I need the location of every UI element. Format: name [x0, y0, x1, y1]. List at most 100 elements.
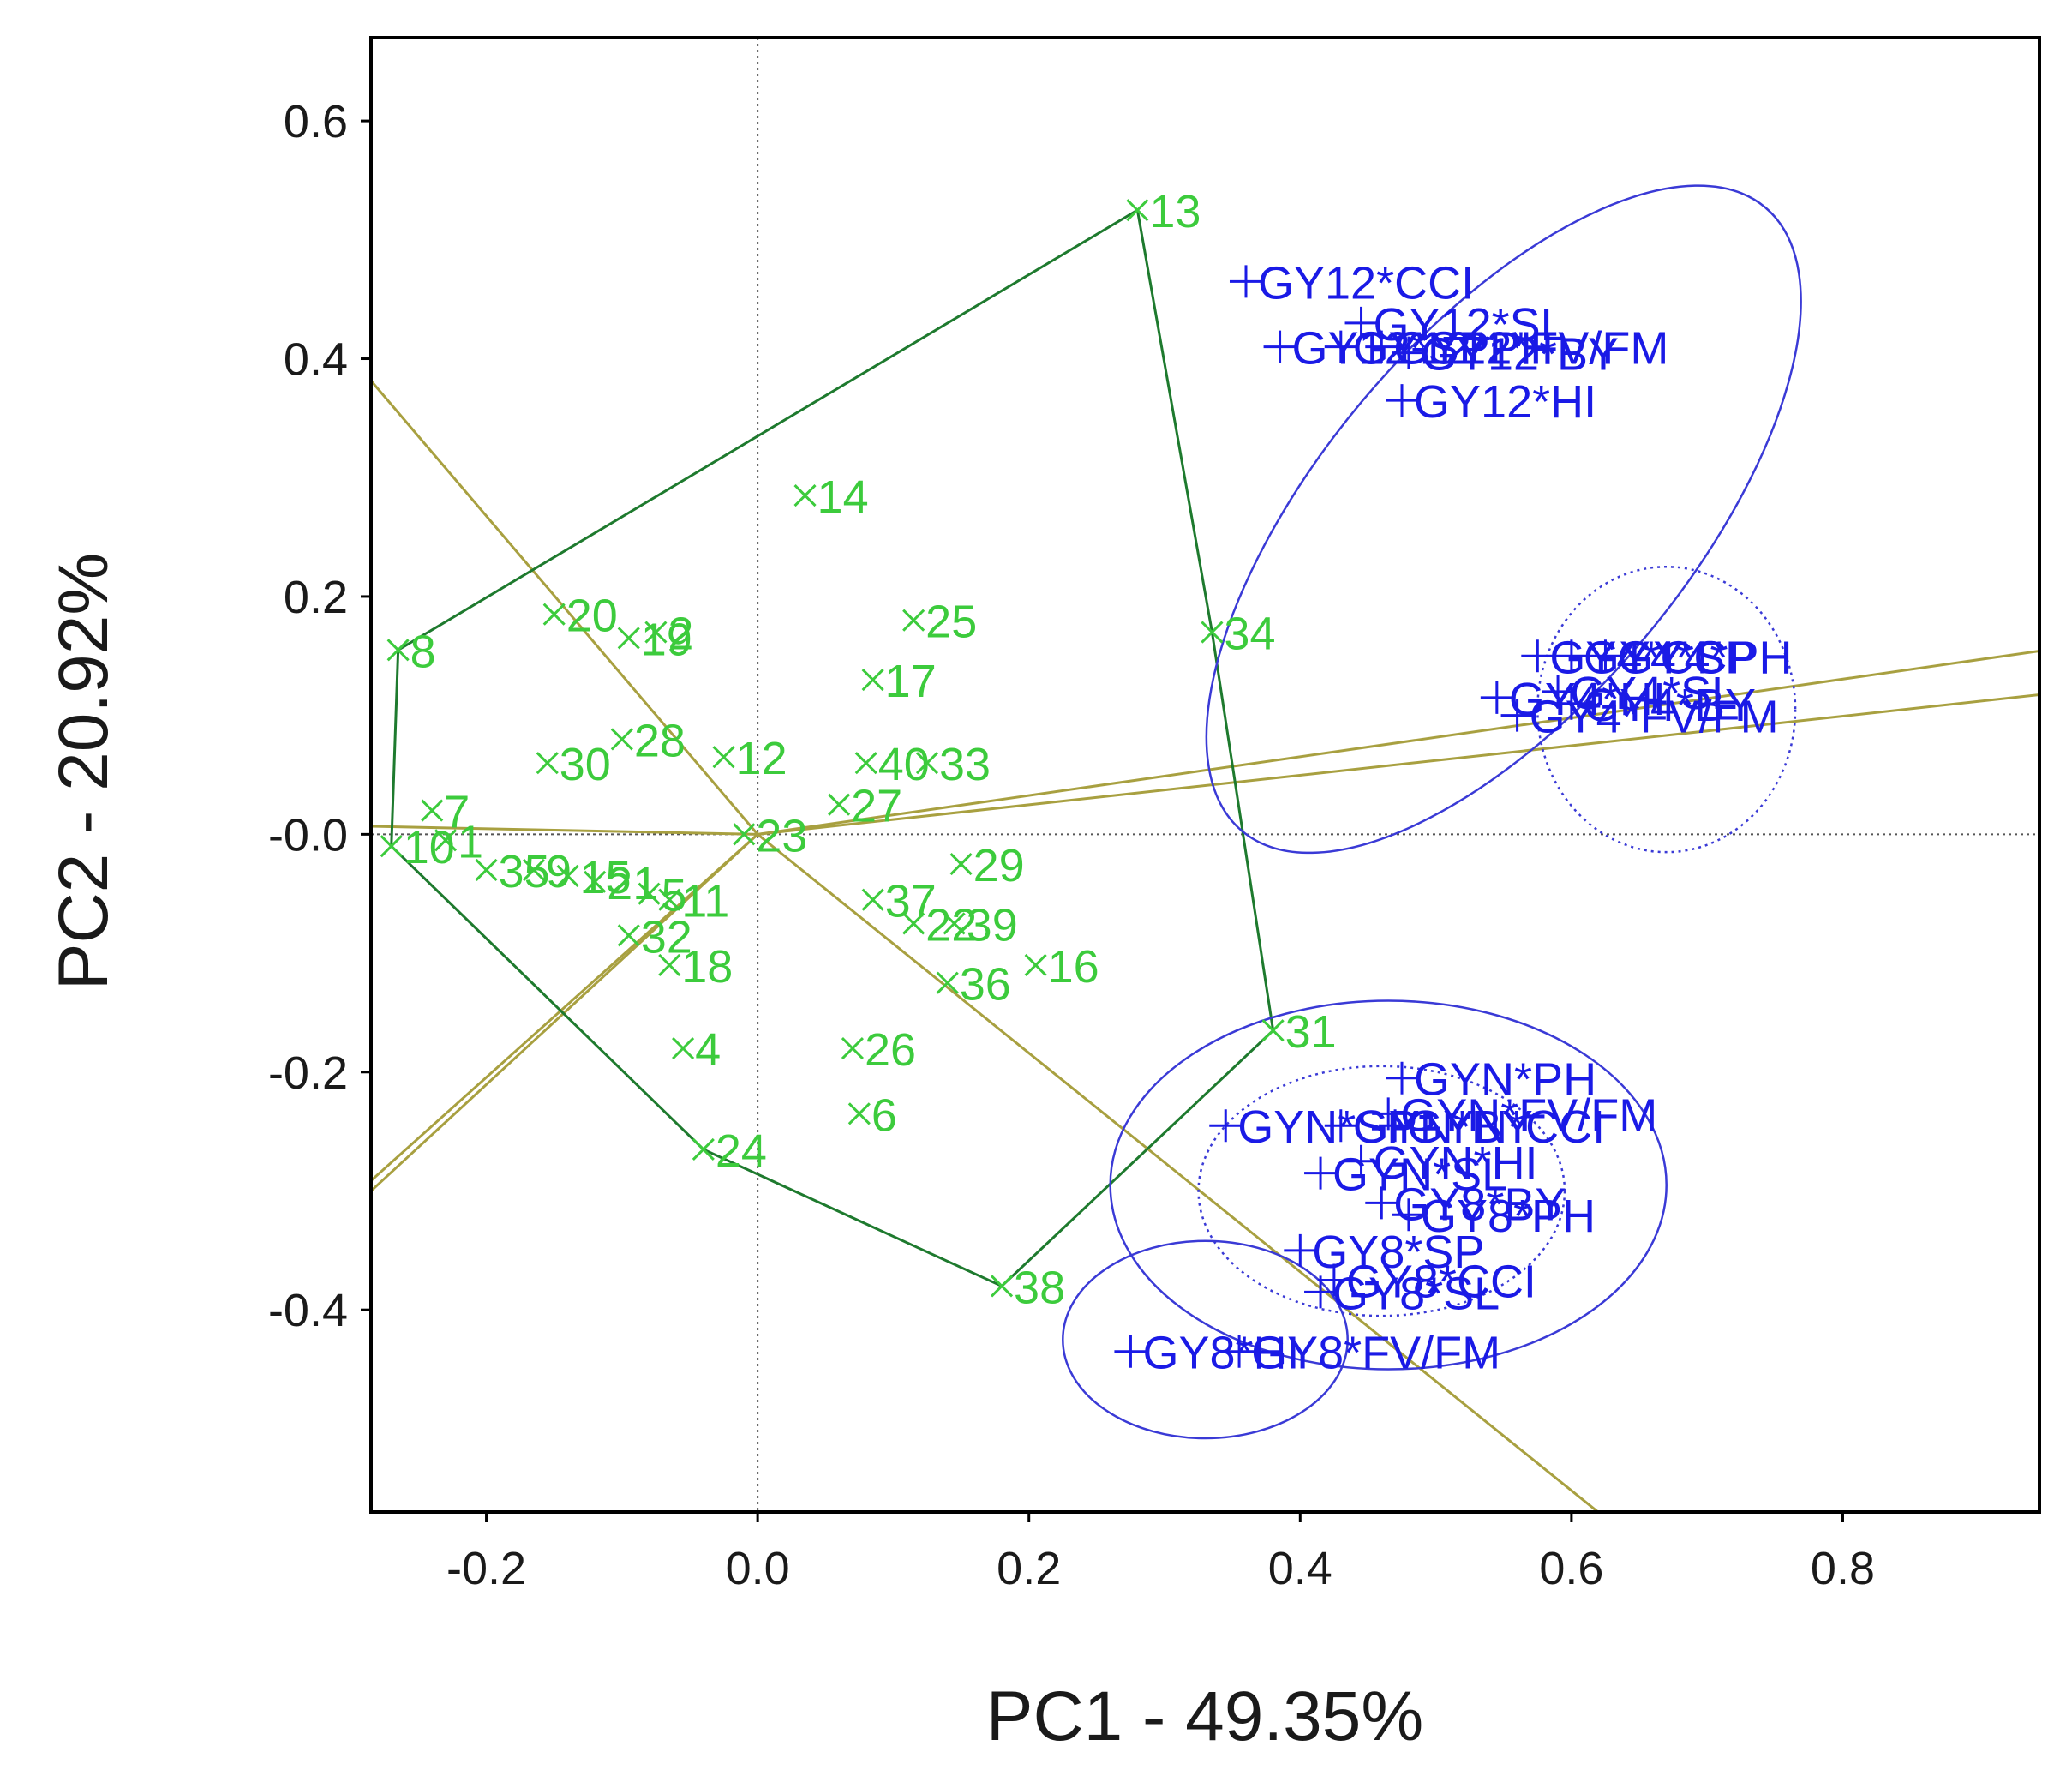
- genotype-marker: [847, 1102, 871, 1125]
- y-tick-label: 0.2: [284, 572, 348, 623]
- x-tick-label: -0.2: [446, 1543, 526, 1594]
- environment-label: GYN*FV/FM: [1400, 1089, 1657, 1141]
- y-tick-label: -0.0: [268, 809, 348, 861]
- y-axis-ticks: 0.6 0.4 0.2 -0.0 -0.2 -0.4: [268, 96, 371, 1336]
- genotype-37: 37: [861, 876, 937, 927]
- genotype-label: 16: [1048, 941, 1099, 993]
- genotype-marker: [610, 728, 633, 751]
- environment-label: GY8*SL: [1332, 1268, 1500, 1319]
- environment-marker: [1392, 1198, 1425, 1232]
- genotype-marker: [841, 1036, 865, 1060]
- environment-marker: [1284, 1233, 1317, 1267]
- ellipse-2: [1109, 999, 1668, 1371]
- genotype-marker: [617, 924, 640, 947]
- genotype-32: 32: [617, 911, 692, 963]
- environment-gy12-hi: GY12*HI: [1386, 376, 1596, 428]
- environment-label: GY8*PH: [1421, 1191, 1596, 1242]
- x-tick-label: 0.2: [997, 1543, 1061, 1594]
- environment-label: GY4*SP: [1584, 632, 1756, 683]
- x-tick-label: 0.0: [726, 1543, 790, 1594]
- genotype-24: 24: [692, 1125, 767, 1177]
- x-axis-title: PC1 - 49.35%: [986, 1677, 1424, 1755]
- y-tick-label: 0.4: [284, 334, 348, 386]
- genotype-marker: [1261, 1019, 1285, 1042]
- environment-gy8-by: GY8*BY: [1365, 1179, 1566, 1230]
- environment-label: GY12*SL: [1374, 299, 1566, 351]
- genotype-30: 30: [536, 739, 611, 790]
- sector-ray-3: [757, 693, 2039, 836]
- genotype-marker: [475, 858, 498, 882]
- genotype-marker: [542, 603, 566, 626]
- genotype-31: 31: [1261, 1006, 1337, 1058]
- genotype-label: 37: [885, 876, 937, 927]
- sector-ray-1: [371, 378, 759, 836]
- environment-label: GY12*HI: [1414, 376, 1596, 428]
- environment-marker: [1344, 1144, 1378, 1178]
- genotype-15: 15: [556, 852, 632, 903]
- genotype-label: 33: [939, 739, 991, 790]
- genotype-39: 39: [943, 899, 1018, 951]
- genotype-marker: [1126, 199, 1149, 222]
- genotype-marker: [672, 1036, 695, 1060]
- environment-gy8-hi: GY8*HI: [1114, 1328, 1300, 1379]
- environment-gyn-fv-fm: GYN*FV/FM: [1372, 1089, 1657, 1141]
- genotype-label: 31: [1285, 1006, 1337, 1058]
- genotype-marker: [861, 668, 884, 692]
- environment-marker: [1304, 1156, 1338, 1190]
- genotype-label: 2: [668, 609, 693, 660]
- environment-label: GYN*SL: [1332, 1149, 1507, 1201]
- y-tick-label: -0.2: [268, 1047, 348, 1099]
- genotype-label: 20: [566, 591, 618, 642]
- genotype-36: 36: [936, 959, 1011, 1011]
- genotype-label: 38: [1014, 1262, 1065, 1313]
- genotype-label: 12: [736, 733, 787, 784]
- genotype-label: 24: [716, 1125, 767, 1177]
- x-tick-label: 0.6: [1539, 1543, 1603, 1594]
- genotype-label: 26: [865, 1024, 916, 1076]
- environment-marker: [1480, 681, 1513, 714]
- environment-label: GY8*CCI: [1346, 1257, 1536, 1308]
- environment-label: GY8*SP: [1312, 1227, 1484, 1278]
- environment-gyn-cci: GYN*CCI: [1379, 1101, 1605, 1153]
- genotype-marker: [386, 639, 410, 662]
- genotype-27: 27: [828, 781, 902, 832]
- genotype-marker: [617, 627, 640, 650]
- genotype-label: 29: [973, 840, 1025, 891]
- genotype-marker: [915, 752, 939, 775]
- genotype-marker: [380, 835, 403, 858]
- environment-label: GY4*PH: [1617, 632, 1792, 683]
- genotype-marker: [658, 953, 681, 977]
- genotype-11: 11: [658, 876, 729, 927]
- genotype-marker: [943, 912, 966, 935]
- environment-marker: [1365, 1186, 1398, 1220]
- genotype-26: 26: [841, 1024, 916, 1076]
- y-axis-title: PC2 - 20.92%: [45, 553, 123, 991]
- genotype-29: 29: [949, 840, 1025, 891]
- environment-label: GYN*CCI: [1407, 1101, 1605, 1153]
- environment-marker: [1209, 1109, 1243, 1143]
- genotype-33: 33: [915, 739, 991, 790]
- ellipse-3: [1062, 1239, 1349, 1440]
- environment-label: GY8*BY: [1393, 1179, 1566, 1230]
- genotype-marker: [434, 829, 458, 852]
- environment-gy8-cci: GY8*CCI: [1317, 1257, 1536, 1308]
- environment-gyn-hi: GYN*HI: [1344, 1137, 1538, 1189]
- environment-marker: [1589, 639, 1622, 673]
- genotype-marker: [1024, 953, 1047, 977]
- environment-marker: [1223, 1335, 1256, 1368]
- environment-marker: [1365, 330, 1398, 363]
- x-tick-label: 0.4: [1268, 1543, 1332, 1594]
- environment-gy12-by: GY12*BY: [1392, 329, 1619, 381]
- environment-gy12-sl: GY12*SL: [1344, 299, 1566, 351]
- genotype-label: 35: [499, 846, 550, 897]
- genotype-marker: [584, 870, 607, 893]
- environment-label: GY4*CCI: [1549, 632, 1740, 683]
- environment-label: GYN*BY: [1353, 1101, 1533, 1153]
- polygon-hull: [390, 207, 1275, 1288]
- environment-label: GY12*CCI: [1258, 257, 1474, 309]
- genotype-label: 8: [410, 626, 436, 677]
